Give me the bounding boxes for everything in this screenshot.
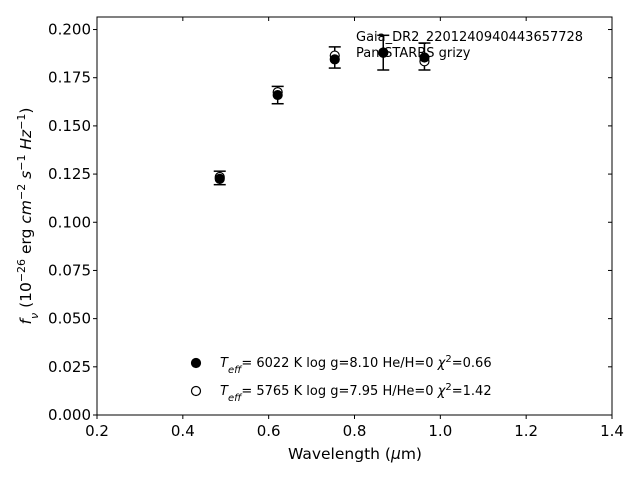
y-tick-label: 0.150 [48, 117, 91, 135]
model-point-filled [329, 54, 340, 65]
x-tick-label: 1.2 [514, 422, 538, 440]
y-tick-label: 0.175 [48, 69, 91, 87]
x-tick-label: 0.6 [257, 422, 281, 440]
data-points [214, 47, 430, 184]
axis-ticks: 0.2 0.4 0.6 0.8 1.0 1.2 1.4 0.000 0.025 0.050 0.07… [48, 17, 624, 440]
legend-filled-comp: He/H=0 [382, 356, 433, 371]
x-tick-label: 1.0 [428, 422, 452, 440]
legend-marker-filled [190, 357, 202, 369]
y-tick-label: 0.025 [48, 358, 91, 376]
legend-filled-teff: 6022 K [256, 356, 302, 371]
legend-filled-chi2: =0.66 [452, 356, 492, 371]
model-point-filled [214, 173, 225, 184]
annotation-survey: Pan-STARRS grizy [356, 46, 471, 61]
y-tick-label: 0.000 [48, 406, 91, 424]
annotation-object-id: Gaia_DR2_2201240940443657728 [356, 30, 583, 45]
y-axis-label: fν (10−26 erg cm−2 s−1 Hz−1) [15, 108, 41, 325]
y-tick-label: 0.050 [48, 310, 91, 328]
x-tick-label: 0.4 [171, 422, 195, 440]
y-tick-label: 0.125 [48, 165, 91, 183]
y-tick-label: 0.075 [48, 261, 91, 279]
legend-open-chi2: =1.42 [452, 384, 492, 399]
x-tick-label: 0.8 [343, 422, 367, 440]
y-tick-label: 0.100 [48, 213, 91, 231]
model-point-filled [378, 47, 389, 58]
x-tick-label: 0.2 [85, 422, 109, 440]
x-tick-label: 1.4 [600, 422, 624, 440]
model-point-filled [272, 89, 283, 101]
x-axis-label: Wavelength (μm) [288, 445, 422, 463]
legend-open-teff: 5765 K [256, 384, 302, 399]
legend-entry-filled: Teff= 6022 K log g=8.10 He/H=0 χ2=0.66 [220, 354, 492, 376]
legend: Teff= 6022 K log g=8.10 He/H=0 χ2=0.66 T… [190, 354, 492, 404]
legend-open-comp: H/He=0 [382, 384, 433, 399]
legend-entry-open: Teff= 5765 K log g=7.95 H/He=0 χ2=1.42 [220, 382, 492, 404]
legend-open-logg: log g=7.95 [306, 384, 378, 399]
y-tick-label: 0.200 [48, 21, 91, 39]
legend-filled-logg: log g=8.10 [306, 356, 378, 371]
model-point-filled [419, 52, 430, 63]
legend-marker-open [190, 385, 202, 397]
